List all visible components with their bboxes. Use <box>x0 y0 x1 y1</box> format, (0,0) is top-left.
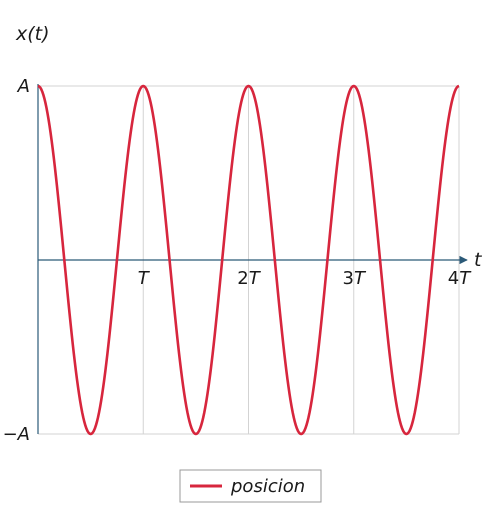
x-tick-label: 2T <box>237 268 261 289</box>
x-tick-label: T <box>138 268 151 289</box>
y-tick-label: −A <box>3 424 30 445</box>
y-tick-label: A <box>17 76 30 97</box>
x-tick-label: 3T <box>343 268 367 289</box>
y-axis-label: x(t) <box>15 23 50 45</box>
series-layer <box>37 84 460 436</box>
x-axis-label: t <box>474 249 483 271</box>
legend-box <box>179 469 322 503</box>
x-tick-label: 4T <box>448 268 472 289</box>
legend: posicion <box>179 469 322 503</box>
legend-label-posicion: posicion <box>230 476 305 497</box>
tick-labels: T 2T 3T 4T A −A <box>3 76 473 445</box>
series-line-posicion <box>37 84 460 436</box>
axes <box>37 84 468 434</box>
